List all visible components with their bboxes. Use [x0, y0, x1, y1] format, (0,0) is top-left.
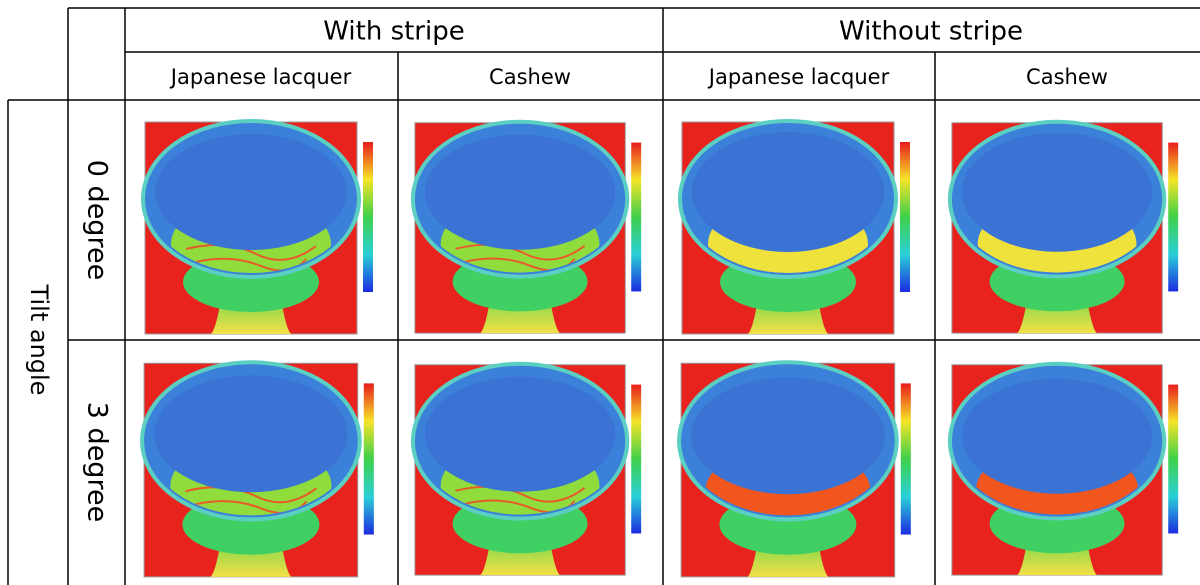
thickness-map — [130, 345, 394, 579]
group-header: With stripe — [323, 17, 464, 47]
thickness-map — [668, 104, 930, 336]
material-header: Cashew — [1026, 65, 1108, 89]
page: With stripe Without stripe Japanese lacq… — [0, 0, 1200, 585]
material-header: Japanese lacquer — [707, 65, 890, 89]
thickness-map — [938, 347, 1198, 577]
thickness-map — [401, 347, 661, 577]
material-header: Cashew — [489, 65, 571, 89]
figure-table: With stripe Without stripe Japanese lacq… — [0, 0, 1200, 585]
group-header: Without stripe — [839, 17, 1023, 47]
row-label: 3 degree — [82, 402, 113, 522]
thickness-map — [938, 105, 1198, 335]
thickness-map — [401, 105, 661, 335]
thickness-map — [667, 345, 931, 579]
material-header: Japanese lacquer — [169, 65, 352, 89]
row-group-label: Tilt angle — [25, 284, 53, 396]
row-label: 0 degree — [82, 160, 113, 280]
thickness-map — [131, 104, 393, 336]
images — [130, 104, 1198, 579]
